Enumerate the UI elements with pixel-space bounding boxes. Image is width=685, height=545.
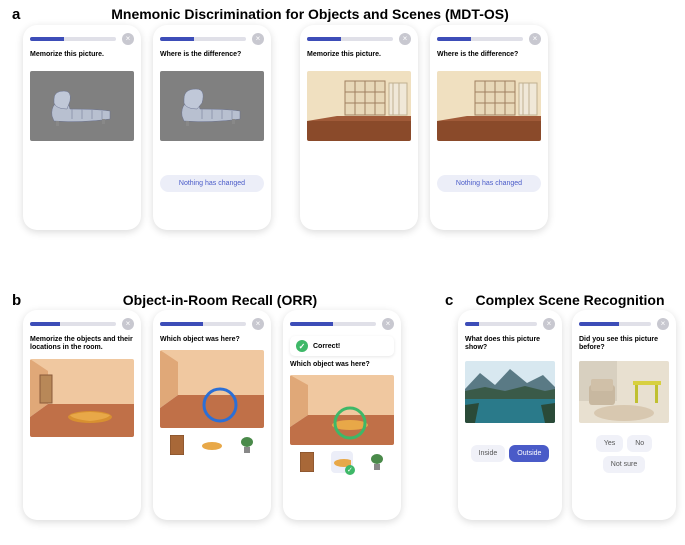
stimulus-image [307,71,411,141]
close-icon[interactable]: × [122,33,134,45]
prompt-text: Where is the difference? [160,51,264,59]
progress-bar [160,322,246,326]
stimulus-image [465,361,555,423]
progress-bar [30,322,116,326]
prompt-text: Memorize the objects and their locations… [30,336,134,353]
yes-button[interactable]: Yes [596,435,623,452]
progress-bar [307,37,393,41]
progress-bar [30,37,116,41]
prompt-text: What does this picture show? [465,336,555,353]
phone-a2: × Where is the difference? Nothing has c… [153,25,271,230]
feedback-banner: ✓ Correct! [290,336,394,356]
phone-b3: × ✓ Correct! Which object was here? ✓ [283,310,401,520]
phone-a3: × Memorize this picture. [300,25,418,230]
close-icon[interactable]: × [543,318,555,330]
title-a: Mnemonic Discrimination for Objects and … [80,6,540,22]
phone-b1: × Memorize the objects and their locatio… [23,310,141,520]
prompt-text: Did you see this picture before? [579,336,669,353]
outside-button[interactable]: Outside [509,445,549,462]
stimulus-image [579,361,669,423]
panel-label-c: c [445,292,453,309]
close-icon[interactable]: × [657,318,669,330]
check-icon: ✓ [296,340,308,352]
answer-buttons: Yes No [579,435,669,452]
title-c: Complex Scene Recognition [465,292,675,308]
close-icon[interactable]: × [252,33,264,45]
stimulus-image [30,71,134,141]
choice-door[interactable] [296,451,318,473]
inside-button[interactable]: Inside [471,445,506,462]
title-b: Object-in-Room Recall (ORR) [80,292,360,308]
close-icon[interactable]: × [382,318,394,330]
panel-label-b: b [12,292,21,309]
choice-door[interactable] [166,434,188,456]
close-icon[interactable]: × [122,318,134,330]
stimulus-image[interactable] [290,375,394,445]
choice-thumbnails: ✓ [290,451,394,473]
phone-c1: × What does this picture show? Inside Ou… [458,310,562,520]
no-button[interactable]: No [627,435,652,452]
prompt-text: Which object was here? [160,336,264,344]
progress-bar [465,322,537,326]
phone-c2: × Did you see this picture before? Yes N… [572,310,676,520]
choice-plant[interactable] [236,434,258,456]
panel-label-a: a [12,6,20,23]
choice-plant[interactable] [366,451,388,473]
close-icon[interactable]: × [529,33,541,45]
stimulus-image [30,359,134,437]
nothing-changed-button[interactable]: Nothing has changed [437,175,541,192]
choice-boat-selected[interactable]: ✓ [331,451,353,473]
close-icon[interactable]: × [399,33,411,45]
progress-bar [290,322,376,326]
close-icon[interactable]: × [252,318,264,330]
stimulus-image[interactable] [160,71,264,141]
phone-a4: × Where is the difference? Nothing has c… [430,25,548,230]
progress-bar [579,322,651,326]
stimulus-image[interactable] [160,350,264,428]
check-icon: ✓ [345,465,355,475]
progress-bar [160,37,246,41]
prompt-text: Where is the difference? [437,51,541,59]
phone-a1: × Memorize this picture. [23,25,141,230]
phone-b2: × Which object was here? [153,310,271,520]
nothing-changed-button[interactable]: Nothing has changed [160,175,264,192]
answer-buttons-row2: Not sure [579,456,669,473]
stimulus-image[interactable] [437,71,541,141]
prompt-text: Which object was here? [290,361,394,369]
choice-boat[interactable] [201,434,223,456]
prompt-text: Memorize this picture. [307,51,411,59]
choice-thumbnails [160,434,264,456]
progress-bar [437,37,523,41]
not-sure-button[interactable]: Not sure [603,456,645,473]
answer-buttons: Inside Outside [465,445,555,462]
feedback-text: Correct! [313,343,340,350]
prompt-text: Memorize this picture. [30,51,134,59]
